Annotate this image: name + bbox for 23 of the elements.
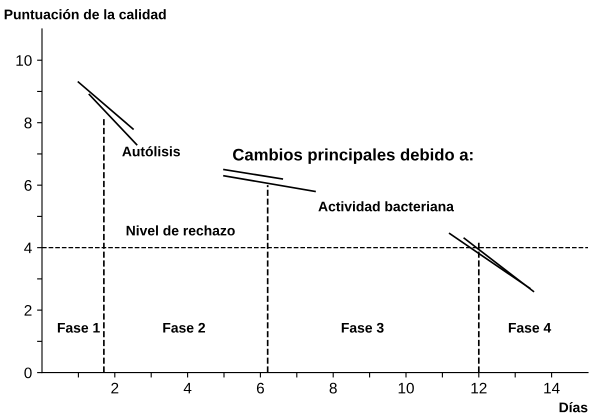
x-tick-label: 10: [398, 382, 414, 394]
ref-line-label: Nivel de rechazo: [126, 225, 235, 236]
annotation: Actividad bacteriana: [318, 201, 454, 212]
annotation: Fase 4: [508, 322, 552, 333]
x-axis-title: Días: [560, 402, 588, 412]
x-tick-label: 6: [256, 382, 264, 394]
y-tick-label: 0: [24, 367, 32, 378]
y-tick-label: 4: [24, 242, 32, 254]
x-tick-label: 8: [330, 382, 337, 394]
y-tick-label: 8: [24, 118, 32, 128]
x-tick-label: 2: [111, 382, 118, 394]
x-tick-label: 4: [184, 382, 192, 394]
annotation: Fase 2: [163, 322, 206, 333]
y-tick-label: 10: [16, 55, 32, 66]
y-tick-label: 2: [24, 304, 32, 316]
annotation: Fase 1: [58, 322, 100, 333]
annotation: Autólisis: [122, 146, 180, 156]
x-tick-label: 14: [544, 382, 560, 394]
y-tick-label: 6: [24, 180, 32, 191]
y-axis-title: Puntuación de la calidad: [4, 9, 166, 20]
annotation: Fase 3: [342, 322, 384, 333]
x-tick-label: 12: [471, 382, 487, 394]
annotation: Cambios principales debido a:: [233, 148, 472, 164]
